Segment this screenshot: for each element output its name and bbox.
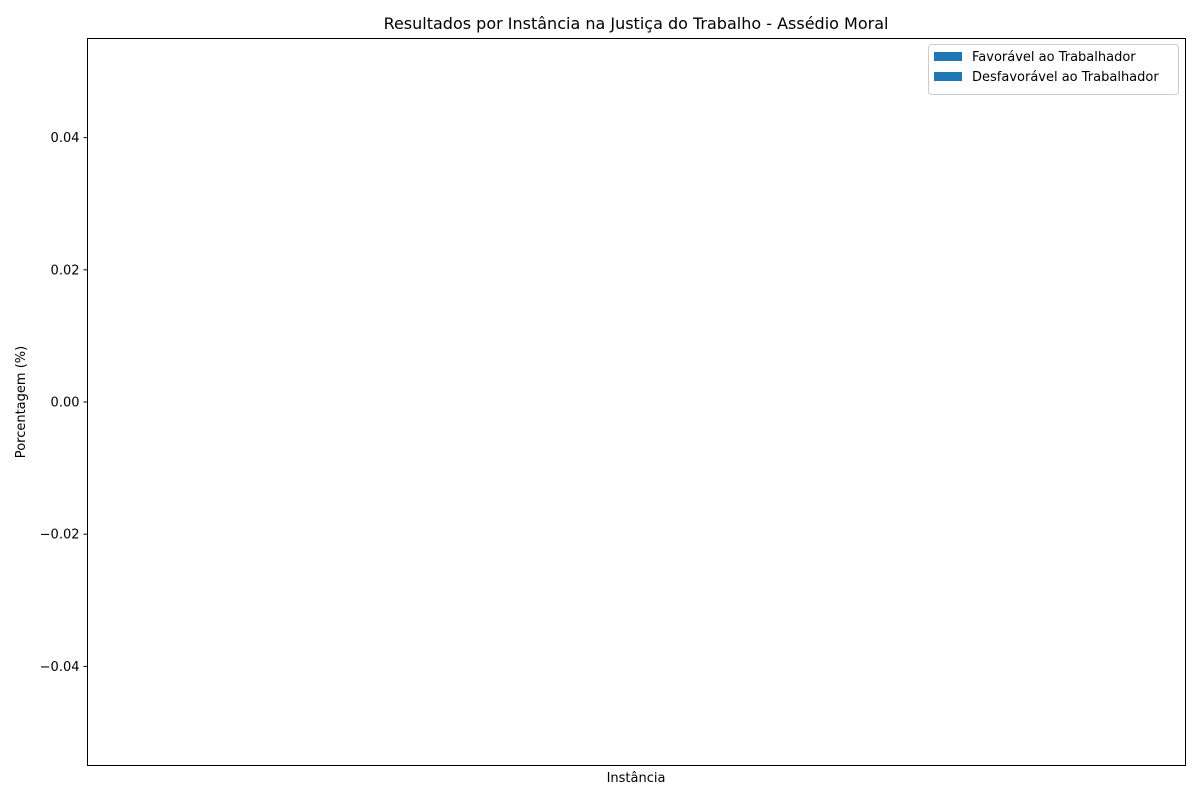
y-tick-label: −0.02 (40, 528, 80, 543)
legend-swatch-favoravel (934, 52, 962, 61)
y-tick-label: 0.04 (51, 131, 80, 146)
plot-area (87, 38, 1186, 766)
legend-box (928, 44, 1179, 95)
legend-label-favoravel: Favorável ao Trabalhador (972, 50, 1136, 65)
y-axis-ticks: −0.04 −0.02 0.00 0.02 0.04 (40, 131, 88, 675)
y-tick-label: −0.04 (40, 660, 80, 675)
x-axis-label: Instância (607, 771, 666, 786)
legend-label-desfavoravel: Desfavorável ao Trabalhador (972, 70, 1159, 85)
legend: Favorável ao Trabalhador Desfavorável ao… (928, 44, 1179, 95)
legend-swatch-desfavoravel (934, 72, 962, 81)
y-tick-label: 0.02 (51, 263, 80, 278)
y-tick-label: 0.00 (51, 396, 80, 411)
chart-title: Resultados por Instância na Justiça do T… (384, 14, 889, 33)
y-axis-label: Porcentagem (%) (14, 346, 29, 458)
